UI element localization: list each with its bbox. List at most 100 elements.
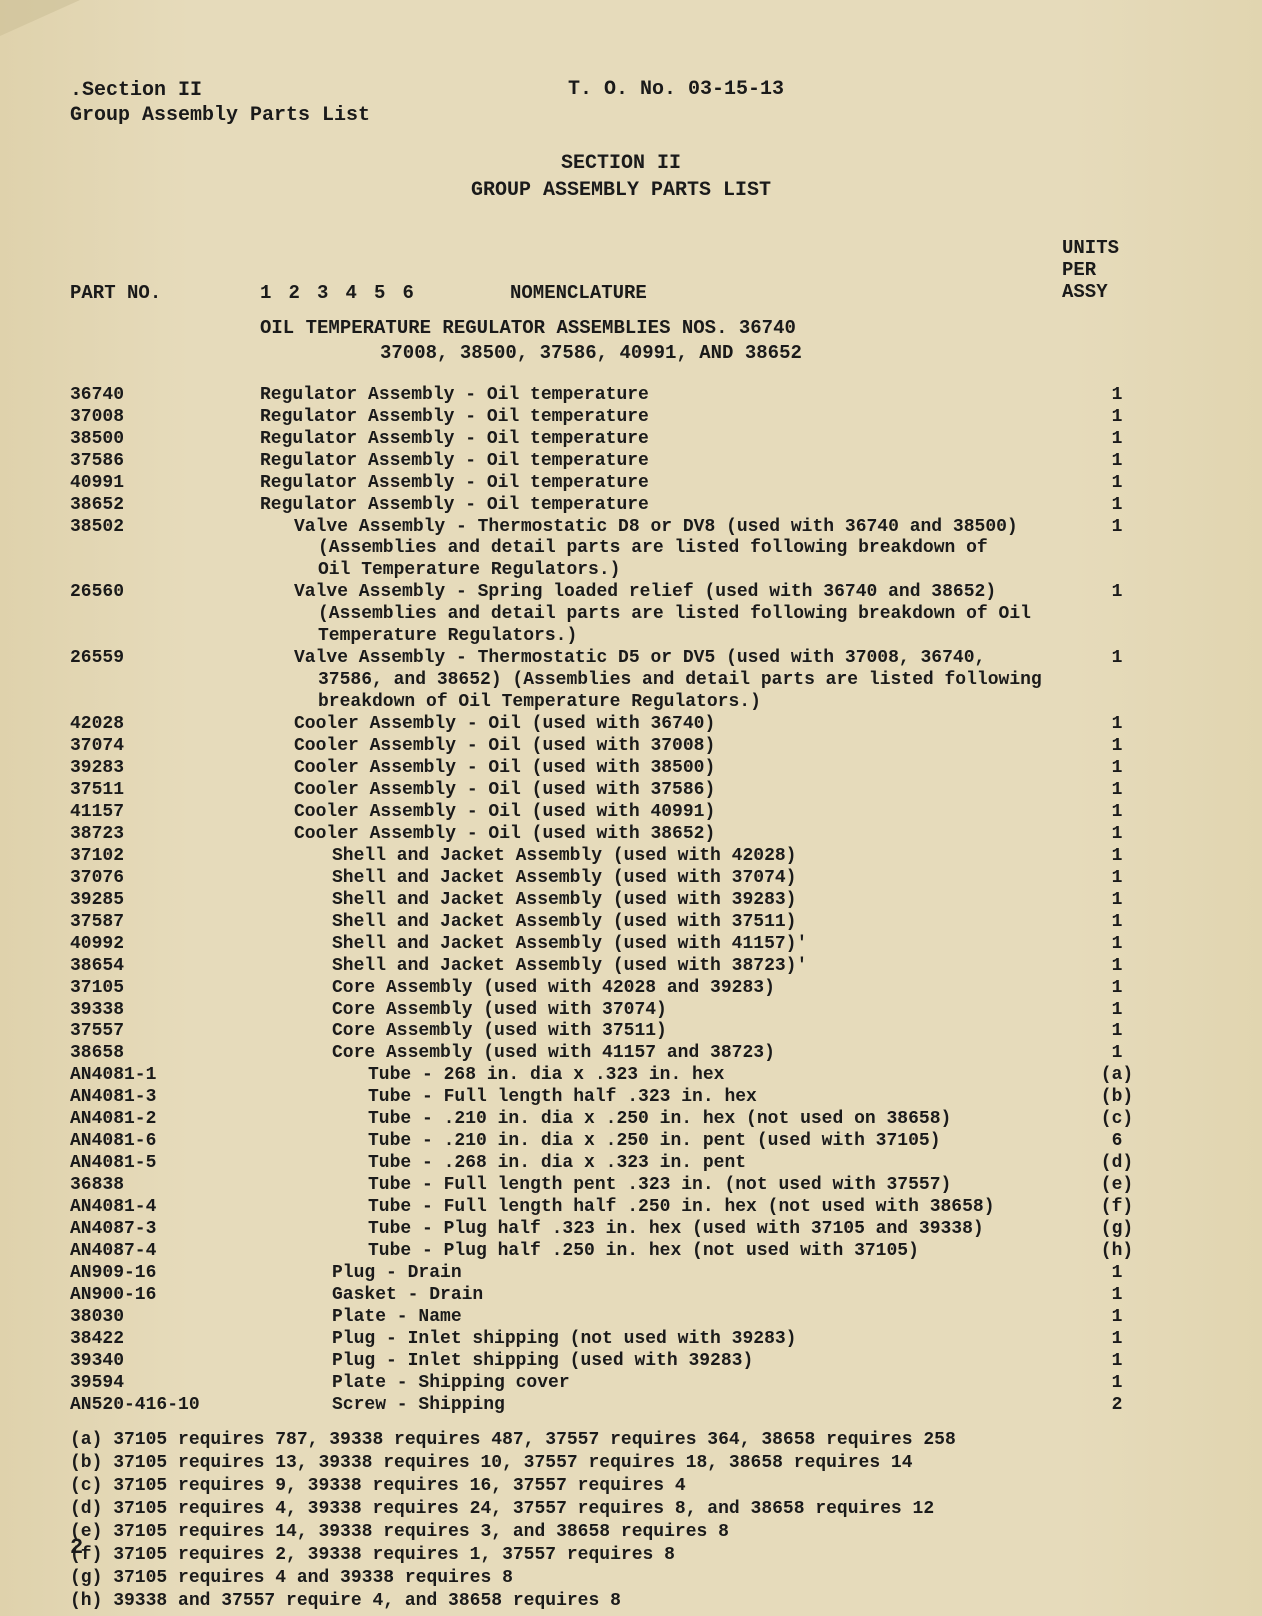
table-row: 37102Shell and Jacket Assembly (used wit…: [70, 846, 1172, 868]
table-row: 39594Plate - Shipping cover1: [70, 1373, 1172, 1395]
cell-units: 1: [1062, 385, 1172, 407]
cell-units: 1: [1062, 1043, 1172, 1065]
cell-nomenclature: Plate - Name: [260, 1307, 1062, 1329]
table-row: 37586Regulator Assembly - Oil temperatur…: [70, 451, 1172, 473]
cell-units: 1: [1062, 451, 1172, 473]
footnote-line: (d) 37105 requires 4, 39338 requires 24,…: [70, 1498, 1172, 1521]
cell-units: 1: [1062, 824, 1172, 846]
table-row: 40991Regulator Assembly - Oil temperatur…: [70, 473, 1172, 495]
table-row: 37587Shell and Jacket Assembly (used wit…: [70, 912, 1172, 934]
table-row: AN4081-1Tube - 268 in. dia x .323 in. he…: [70, 1065, 1172, 1087]
cell-units: 1: [1062, 1307, 1172, 1329]
cell-units: 1: [1062, 429, 1172, 451]
cell-nomenclature: Regulator Assembly - Oil temperature: [260, 495, 1062, 517]
cell-nomenclature: Cooler Assembly - Oil (used with 38652): [260, 824, 1062, 846]
cell-units: 1: [1062, 1373, 1172, 1395]
table-row: 42028Cooler Assembly - Oil (used with 36…: [70, 714, 1172, 736]
cell-nomenclature: Plate - Shipping cover: [260, 1373, 1062, 1395]
parts-table: 36740Regulator Assembly - Oil temperatur…: [70, 385, 1172, 1417]
header-section: .Section II: [70, 78, 370, 103]
cell-units: (a): [1062, 1065, 1172, 1087]
cell-units: 1: [1062, 473, 1172, 495]
cell-nomenclature: Valve Assembly - Spring loaded relief (u…: [260, 582, 1062, 648]
cell-part-no: AN520-416-10: [70, 1395, 260, 1417]
page-number: 2: [70, 1535, 83, 1560]
table-row: 26559Valve Assembly - Thermostatic D5 or…: [70, 648, 1172, 714]
section-title-line1: SECTION II: [70, 150, 1172, 177]
cell-nomenclature: Regulator Assembly - Oil temperature: [260, 451, 1062, 473]
cell-nomenclature: Tube - .210 in. dia x .250 in. hex (not …: [260, 1109, 1062, 1131]
header-subtitle: Group Assembly Parts List: [70, 103, 370, 128]
cell-units: 1: [1062, 517, 1172, 583]
cell-part-no: 38500: [70, 429, 260, 451]
cell-nomenclature: Tube - Plug half .323 in. hex (used with…: [260, 1219, 1062, 1241]
cell-units: 1: [1062, 1351, 1172, 1373]
cell-units: 6: [1062, 1131, 1172, 1153]
cell-nomenclature: Shell and Jacket Assembly (used with 420…: [260, 846, 1062, 868]
table-row: 39340Plug - Inlet shipping (used with 39…: [70, 1351, 1172, 1373]
cell-units: 1: [1062, 1285, 1172, 1307]
page: .Section II Group Assembly Parts List T.…: [0, 0, 1262, 1616]
table-row: 37074Cooler Assembly - Oil (used with 37…: [70, 736, 1172, 758]
cell-nomenclature: Tube - Full length half .250 in. hex (no…: [260, 1197, 1062, 1219]
cell-part-no: 39340: [70, 1351, 260, 1373]
cell-units: 1: [1062, 780, 1172, 802]
table-row: 37557Core Assembly (used with 37511)1: [70, 1021, 1172, 1043]
cell-part-no: AN4081-4: [70, 1197, 260, 1219]
cell-nomenclature: Tube - .210 in. dia x .250 in. pent (use…: [260, 1131, 1062, 1153]
cell-part-no: AN4087-4: [70, 1241, 260, 1263]
cell-nomenclature: Shell and Jacket Assembly (used with 411…: [260, 934, 1062, 956]
footnotes: (a) 37105 requires 787, 39338 requires 4…: [70, 1429, 1172, 1613]
cell-nomenclature: Core Assembly (used with 37074): [260, 1000, 1062, 1022]
cell-units: 1: [1062, 736, 1172, 758]
cell-part-no: 38030: [70, 1307, 260, 1329]
cell-units: 1: [1062, 846, 1172, 868]
cell-nomenclature: Core Assembly (used with 37511): [260, 1021, 1062, 1043]
cell-part-no: 36740: [70, 385, 260, 407]
cell-nomenclature: Plug - Drain: [260, 1263, 1062, 1285]
table-row: 37511Cooler Assembly - Oil (used with 37…: [70, 780, 1172, 802]
cell-part-no: 38654: [70, 956, 260, 978]
cell-part-no: 40991: [70, 473, 260, 495]
header-to-no: T. O. No. 03-15-13: [568, 78, 784, 101]
col-units-l1: UNITS: [1062, 238, 1172, 260]
cell-units: 1: [1062, 912, 1172, 934]
col-units: UNITS PER ASSY: [1062, 238, 1172, 304]
cell-part-no: 37587: [70, 912, 260, 934]
group-header-l2: 37008, 38500, 37586, 40991, AND 38652: [380, 341, 1172, 367]
table-row: AN520-416-10Screw - Shipping2: [70, 1395, 1172, 1417]
cell-nomenclature: Tube - Full length pent .323 in. (not us…: [260, 1175, 1062, 1197]
cell-nomenclature: Cooler Assembly - Oil (used with 38500): [260, 758, 1062, 780]
footnote-line: (g) 37105 requires 4 and 39338 requires …: [70, 1567, 1172, 1590]
col-units-l2: PER: [1062, 260, 1172, 282]
table-row: 37076Shell and Jacket Assembly (used wit…: [70, 868, 1172, 890]
cell-part-no: AN4081-6: [70, 1131, 260, 1153]
cell-units: (d): [1062, 1153, 1172, 1175]
table-row: 37105Core Assembly (used with 42028 and …: [70, 978, 1172, 1000]
table-row: AN4081-5Tube - .268 in. dia x .323 in. p…: [70, 1153, 1172, 1175]
table-row: AN4081-4Tube - Full length half .250 in.…: [70, 1197, 1172, 1219]
table-row: 36740Regulator Assembly - Oil temperatur…: [70, 385, 1172, 407]
cell-part-no: 39338: [70, 1000, 260, 1022]
cell-units: 1: [1062, 648, 1172, 714]
table-row: 26560Valve Assembly - Spring loaded reli…: [70, 582, 1172, 648]
footnote-line: (a) 37105 requires 787, 39338 requires 4…: [70, 1429, 1172, 1452]
cell-part-no: 37557: [70, 1021, 260, 1043]
cell-part-no: 38422: [70, 1329, 260, 1351]
cell-part-no: 40992: [70, 934, 260, 956]
table-row: 38422Plug - Inlet shipping (not used wit…: [70, 1329, 1172, 1351]
cell-nomenclature: Tube - Full length half .323 in. hex: [260, 1087, 1062, 1109]
cell-units: (e): [1062, 1175, 1172, 1197]
cell-part-no: 38502: [70, 517, 260, 583]
table-row: 37008Regulator Assembly - Oil temperatur…: [70, 407, 1172, 429]
cell-part-no: 38658: [70, 1043, 260, 1065]
cell-nomenclature: Shell and Jacket Assembly (used with 392…: [260, 890, 1062, 912]
cell-part-no: 26560: [70, 582, 260, 648]
cell-nomenclature: Shell and Jacket Assembly (used with 387…: [260, 956, 1062, 978]
cell-nomenclature: Regulator Assembly - Oil temperature: [260, 429, 1062, 451]
table-row: AN4081-3Tube - Full length half .323 in.…: [70, 1087, 1172, 1109]
table-row: AN4087-3Tube - Plug half .323 in. hex (u…: [70, 1219, 1172, 1241]
table-row: 39338Core Assembly (used with 37074)1: [70, 1000, 1172, 1022]
cell-units: 1: [1062, 934, 1172, 956]
cell-part-no: AN4081-3: [70, 1087, 260, 1109]
